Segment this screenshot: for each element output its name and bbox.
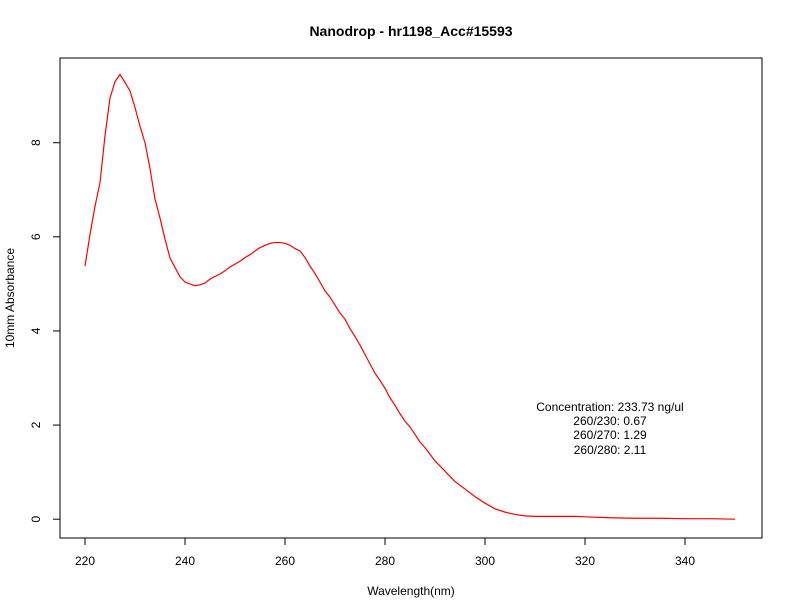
annotation-ratio-260-280: 260/280: 2.11 bbox=[574, 443, 647, 457]
annotation-concentration: Concentration: 233.73 ng/ul bbox=[536, 400, 683, 414]
x-tick-label: 280 bbox=[375, 554, 395, 568]
absorbance-line bbox=[84, 73, 736, 520]
x-axis-label: Wavelength(nm) bbox=[367, 584, 455, 598]
y-tick-label: 4 bbox=[29, 327, 43, 334]
x-tick-label: 320 bbox=[575, 554, 595, 568]
plot-frame bbox=[59, 57, 763, 539]
x-tick-label: 260 bbox=[275, 554, 295, 568]
y-tick-label: 6 bbox=[29, 233, 43, 240]
y-tick-label: 0 bbox=[29, 516, 43, 523]
annotation-ratio-260-270: 260/270: 1.29 bbox=[573, 428, 647, 442]
y-axis-label: 10mm Absorbance bbox=[3, 248, 17, 348]
x-tick-label: 300 bbox=[475, 554, 495, 568]
y-axis: 0 2 4 6 8 bbox=[29, 139, 61, 523]
x-axis: 220 240 260 280 300 320 340 bbox=[75, 537, 695, 568]
chart-title: Nanodrop - hr1198_Acc#15593 bbox=[309, 23, 512, 39]
x-tick-label: 340 bbox=[675, 554, 695, 568]
x-tick-label: 220 bbox=[75, 554, 95, 568]
annotation-block: Concentration: 233.73 ng/ul 260/230: 0.6… bbox=[536, 400, 683, 457]
y-tick-label: 2 bbox=[29, 421, 43, 428]
annotation-ratio-260-230: 260/230: 0.67 bbox=[573, 414, 647, 428]
x-tick-label: 240 bbox=[175, 554, 195, 568]
y-tick-label: 8 bbox=[29, 139, 43, 146]
